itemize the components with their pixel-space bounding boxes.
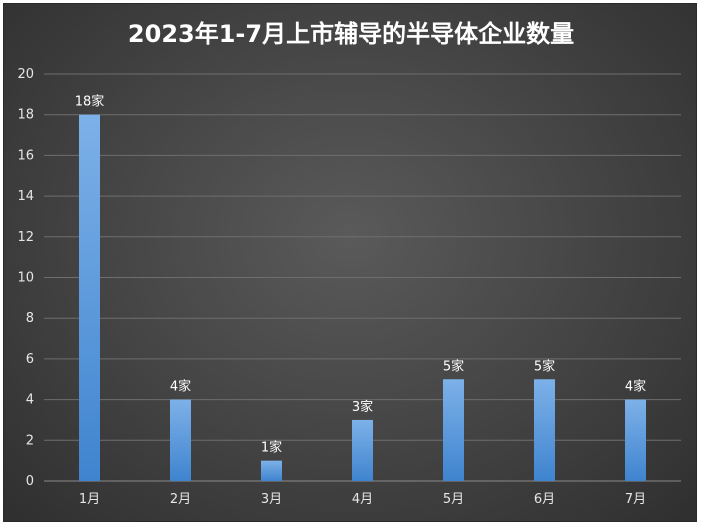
x-tick-label: 3月 xyxy=(261,492,282,507)
data-label: 5家 xyxy=(443,358,464,374)
data-label: 3家 xyxy=(352,399,373,415)
x-tick-label: 7月 xyxy=(625,492,646,507)
y-tick-label: 2 xyxy=(26,433,34,448)
x-tick-label: 4月 xyxy=(352,492,373,507)
data-label: 4家 xyxy=(625,379,646,395)
y-tick-label: 14 xyxy=(17,189,34,204)
bar xyxy=(79,114,100,481)
y-tick-label: 20 xyxy=(17,67,34,82)
data-label: 18家 xyxy=(75,94,105,110)
chart-frame: 2023年1-7月上市辅导的半导体企业数量 0 2 4 6 8 10 12 14 16 18 20 … xyxy=(3,3,697,522)
y-tick-label: 4 xyxy=(26,393,34,408)
bar xyxy=(625,399,646,481)
x-tick-label: 6月 xyxy=(534,492,555,507)
x-tick-label: 1月 xyxy=(79,492,100,507)
chart-title: 2023年1-7月上市辅导的半导体企业数量 xyxy=(128,20,574,48)
data-label: 1家 xyxy=(261,440,282,456)
x-tick-label: 2月 xyxy=(170,492,191,507)
y-tick-label: 16 xyxy=(17,148,34,163)
bar xyxy=(534,379,555,481)
y-tick-label: 0 xyxy=(26,474,34,489)
x-tick-label: 5月 xyxy=(443,492,464,507)
data-label: 5家 xyxy=(534,358,555,374)
y-tick-label: 12 xyxy=(17,230,34,245)
bar xyxy=(261,460,282,481)
bar xyxy=(170,399,191,481)
bar xyxy=(352,419,373,481)
y-tick-label: 6 xyxy=(26,352,34,367)
y-tick-label: 10 xyxy=(17,271,34,286)
data-label: 4家 xyxy=(170,379,191,395)
y-tick-label: 18 xyxy=(17,108,34,123)
bar xyxy=(443,379,464,481)
bar-chart: 2023年1-7月上市辅导的半导体企业数量 02468101214161820 … xyxy=(17,20,681,507)
y-tick-label: 8 xyxy=(26,311,34,326)
